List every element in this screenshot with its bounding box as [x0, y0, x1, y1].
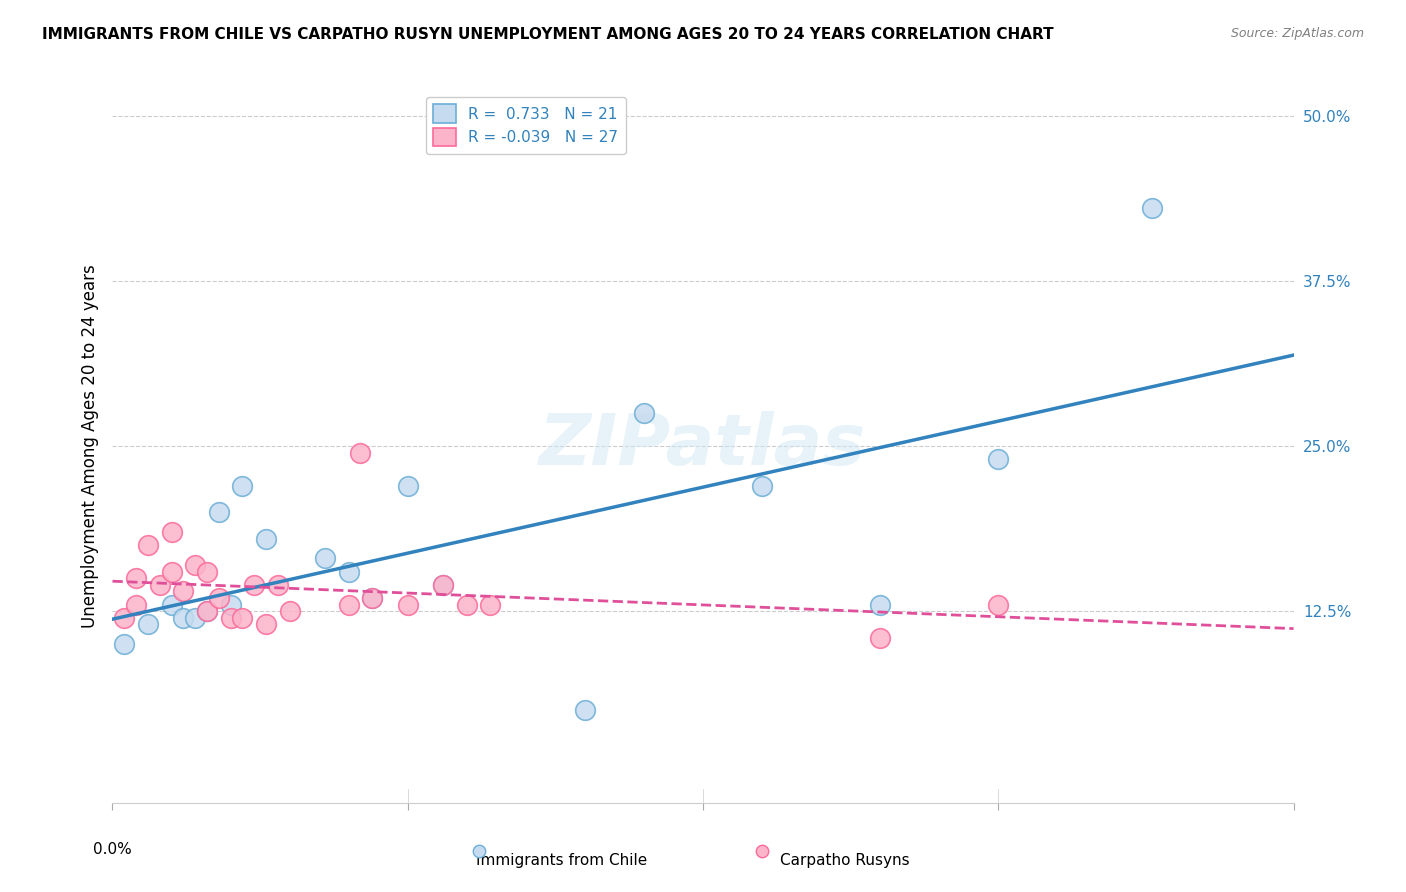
- Point: [219, 611, 242, 625]
- Y-axis label: Unemployment Among Ages 20 to 24 years: Unemployment Among Ages 20 to 24 years: [80, 264, 98, 628]
- Text: Immigrants from Chile: Immigrants from Chile: [475, 853, 647, 868]
- Point: [195, 565, 218, 579]
- Point: [574, 703, 596, 717]
- Point: [633, 406, 655, 420]
- Point: [160, 598, 183, 612]
- Point: [254, 532, 277, 546]
- Point: [254, 617, 277, 632]
- Point: [479, 598, 502, 612]
- Point: [349, 445, 371, 459]
- Legend: R =  0.733   N = 21, R = -0.039   N = 27: R = 0.733 N = 21, R = -0.039 N = 27: [426, 97, 626, 154]
- Point: [267, 578, 290, 592]
- Point: [136, 538, 159, 552]
- Point: [337, 598, 360, 612]
- Point: [987, 598, 1010, 612]
- Point: [243, 578, 266, 592]
- Point: [314, 551, 336, 566]
- Point: [456, 598, 478, 612]
- Point: [869, 631, 891, 645]
- Point: [208, 505, 231, 519]
- Point: [219, 598, 242, 612]
- Text: ZIPatlas: ZIPatlas: [540, 411, 866, 481]
- Text: 0.0%: 0.0%: [93, 842, 132, 857]
- Point: [184, 611, 207, 625]
- Point: [136, 617, 159, 632]
- Point: [869, 598, 891, 612]
- Point: [125, 571, 148, 585]
- Point: [337, 565, 360, 579]
- Point: [361, 591, 384, 605]
- Point: [361, 591, 384, 605]
- Point: [112, 611, 135, 625]
- Point: [751, 478, 773, 492]
- Text: Source: ZipAtlas.com: Source: ZipAtlas.com: [1230, 27, 1364, 40]
- Text: IMMIGRANTS FROM CHILE VS CARPATHO RUSYN UNEMPLOYMENT AMONG AGES 20 TO 24 YEARS C: IMMIGRANTS FROM CHILE VS CARPATHO RUSYN …: [42, 27, 1054, 42]
- Point: [208, 591, 231, 605]
- Point: [432, 578, 454, 592]
- Point: [195, 604, 218, 618]
- Point: [112, 637, 135, 651]
- Point: [172, 611, 194, 625]
- Text: Carpatho Rusyns: Carpatho Rusyns: [780, 853, 910, 868]
- Point: [987, 452, 1010, 467]
- Point: [184, 558, 207, 572]
- Point: [160, 524, 183, 539]
- Point: [1140, 201, 1163, 215]
- Point: [125, 598, 148, 612]
- Point: [160, 565, 183, 579]
- Point: [231, 478, 253, 492]
- Point: [396, 478, 419, 492]
- Point: [432, 578, 454, 592]
- Point: [172, 584, 194, 599]
- Point: [195, 604, 218, 618]
- Point: [149, 578, 172, 592]
- Point: [231, 611, 253, 625]
- Point: [396, 598, 419, 612]
- Point: [278, 604, 301, 618]
